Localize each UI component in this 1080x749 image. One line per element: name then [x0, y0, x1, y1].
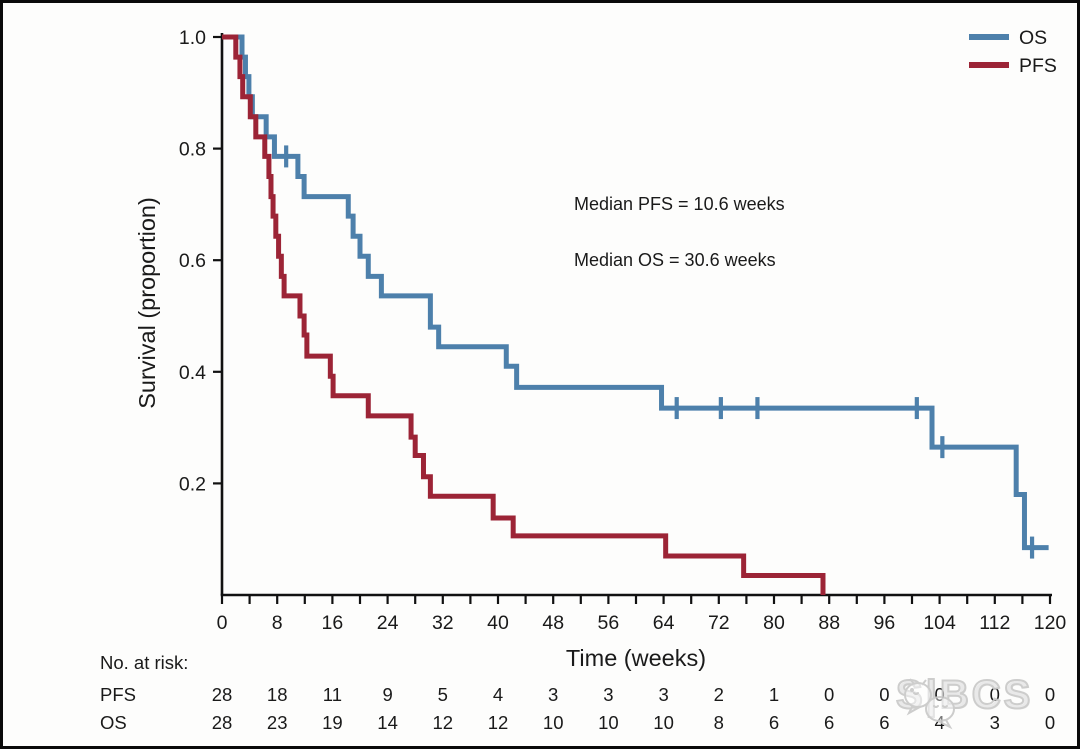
- risk-value: 3: [603, 684, 613, 705]
- risk-value: 1: [769, 684, 779, 705]
- pfs-curve: [222, 34, 826, 595]
- x-tick-label: 8: [272, 612, 283, 634]
- risk-value: 5: [438, 684, 448, 705]
- x-tick-label: 112: [979, 612, 1010, 634]
- y-tick-label: 0.4: [179, 362, 206, 384]
- os-curve: [222, 34, 1049, 551]
- risk-value: 11: [323, 684, 342, 705]
- risk-row-label-os: OS: [100, 712, 127, 733]
- risk-value: 3: [990, 712, 1000, 733]
- risk-value: 4: [934, 712, 944, 733]
- risk-value: 28: [212, 684, 233, 705]
- median-annotations: Median PFS = 10.6 weeks Median OS = 30.6 …: [574, 194, 785, 270]
- x-tick-label: 24: [377, 612, 399, 634]
- risk-value: 0: [990, 684, 1000, 705]
- y-axis-ticks: 1.0 0.8 0.6 0.4 0.2: [179, 27, 222, 495]
- x-tick-label: 120: [1034, 612, 1067, 634]
- risk-value: 0: [934, 684, 944, 705]
- risk-value: 10: [653, 712, 674, 733]
- risk-value: 28: [212, 712, 233, 733]
- y-tick-label: 0.8: [179, 139, 206, 161]
- x-tick-label: 64: [653, 612, 675, 634]
- risk-value: 0: [1045, 712, 1055, 733]
- risk-table-title: No. at risk:: [100, 652, 188, 673]
- x-tick-label: 72: [708, 612, 730, 634]
- y-tick-label: 0.2: [179, 473, 206, 495]
- os-curve-group: [222, 34, 1049, 559]
- risk-value: 18: [267, 684, 288, 705]
- x-tick-label: 16: [322, 612, 344, 634]
- x-tick-label: 0: [217, 612, 228, 634]
- risk-value: 3: [548, 684, 558, 705]
- risk-value: 19: [322, 712, 343, 733]
- km-plot-canvas: 0 8 16 24 32 40 48 56 64 72 80 88 96 104 112 1201.00.80…: [100, 27, 1067, 733]
- x-axis-title: Time (weeks): [566, 645, 706, 671]
- risk-value: 9: [382, 684, 392, 705]
- risk-value: 6: [824, 712, 834, 733]
- risk-value: 6: [879, 712, 889, 733]
- risk-value: 12: [433, 712, 454, 733]
- risk-value: 8: [714, 712, 724, 733]
- x-tick-label: 80: [763, 612, 785, 634]
- x-tick-label: 104: [923, 612, 956, 634]
- x-tick-label: 96: [874, 612, 896, 634]
- legend-label-pfs: PFS: [1019, 55, 1057, 77]
- legend-label-os: OS: [1019, 27, 1047, 49]
- median-annotation: Median PFS = 10.6 weeks: [574, 194, 785, 214]
- x-tick-label: 32: [432, 612, 454, 634]
- risk-value: 10: [543, 712, 564, 733]
- y-tick-label: 0.6: [179, 250, 206, 272]
- x-axis-ticks: 0 8 16 24 32 40 48 56 64 72 80 88 96 104 112 120: [217, 595, 1067, 634]
- risk-value: 14: [377, 712, 398, 733]
- risk-row-label-pfs: PFS: [100, 684, 136, 705]
- risk-value: 6: [769, 712, 779, 733]
- risk-table: No. at risk:PFS 28 18 11 9 5 4 3 3 3 2 1 0 0 0 0 0OS 28 23…: [100, 652, 1055, 733]
- legend: OS PFS: [969, 27, 1057, 77]
- y-axis-title: Survival (proportion): [134, 197, 160, 409]
- risk-value: 23: [267, 712, 288, 733]
- axes: [220, 33, 1052, 597]
- risk-value: 10: [598, 712, 619, 733]
- risk-value: 4: [493, 684, 503, 705]
- risk-value: 0: [879, 684, 889, 705]
- x-tick-label: 56: [598, 612, 620, 634]
- x-tick-label: 40: [487, 612, 509, 634]
- x-tick-label: 48: [542, 612, 564, 634]
- y-tick-label: 1.0: [179, 27, 206, 49]
- pfs-curve-group: [222, 34, 826, 595]
- x-tick-label: 88: [818, 612, 840, 634]
- median-annotation: Median OS = 30.6 weeks: [574, 250, 776, 270]
- risk-value: 0: [1045, 684, 1055, 705]
- risk-value: 2: [714, 684, 724, 705]
- risk-value: 12: [488, 712, 509, 733]
- risk-value: 3: [658, 684, 668, 705]
- risk-value: 0: [824, 684, 834, 705]
